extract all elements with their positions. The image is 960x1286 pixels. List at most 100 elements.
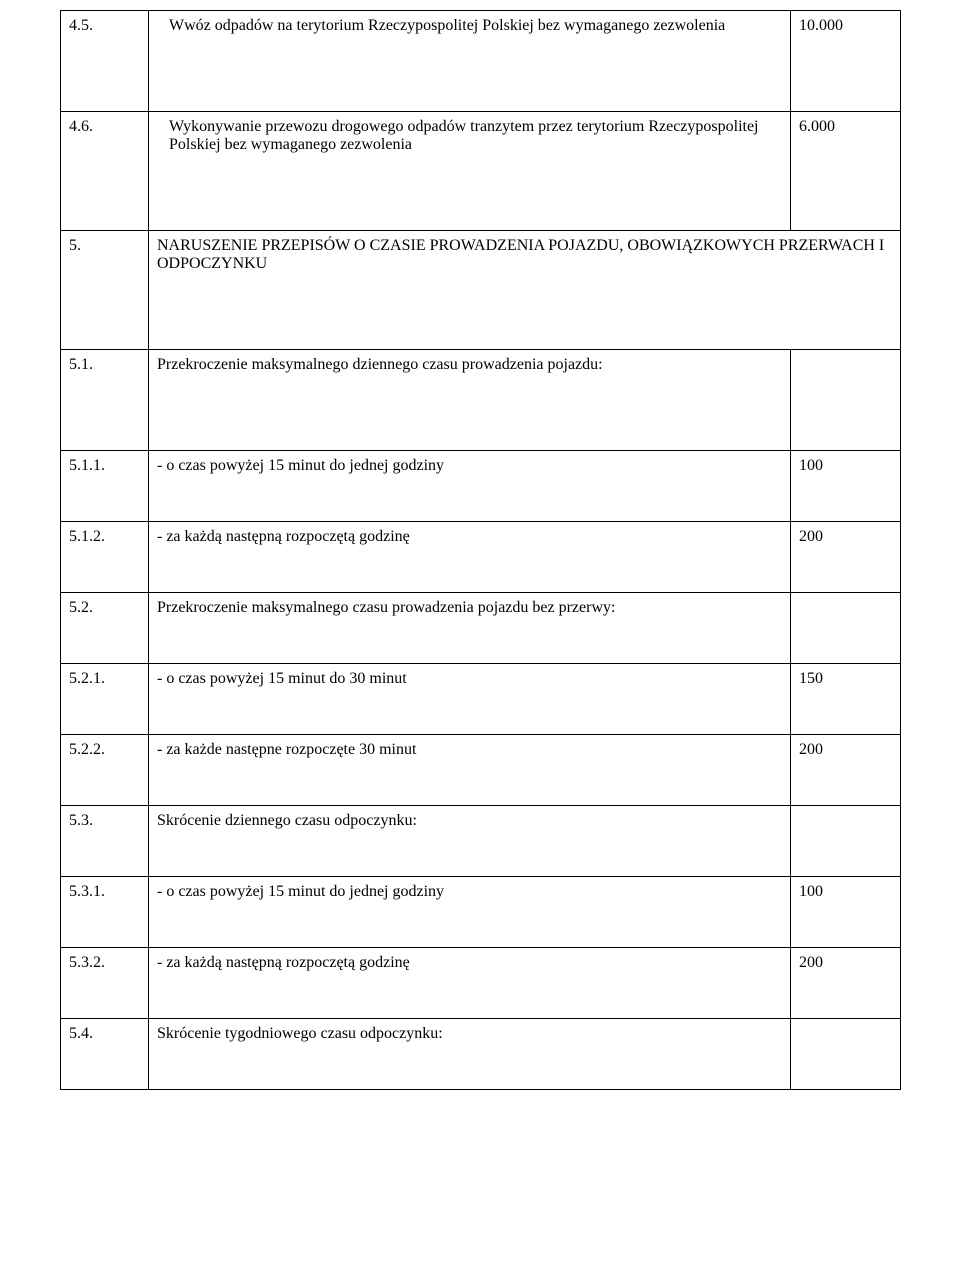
cell-value: [791, 350, 901, 451]
row-number: 5.1.2.: [69, 528, 105, 545]
row-value: 10.000: [799, 17, 843, 34]
row-description: - o czas powyżej 15 minut do jednej godz…: [157, 883, 444, 900]
table-row: 5.2.2. - za każde następne rozpoczęte 30 …: [61, 735, 901, 806]
cell-value: [791, 1019, 901, 1090]
cell-description: Skrócenie tygodniowego czasu odpoczynku:: [149, 1019, 791, 1090]
table-section-5-header: 5. NARUSZENIE PRZEPISÓW O CZASIE PROWADZ…: [60, 230, 901, 350]
cell-value: 200: [791, 735, 901, 806]
row-description: Wwóz odpadów na terytorium Rzeczypospoli…: [157, 17, 725, 35]
row-number: 4.5.: [69, 17, 93, 34]
row-description: Wykonywanie przewozu drogowego odpadów t…: [157, 118, 782, 154]
cell-number: 5.1.: [61, 350, 149, 451]
row-spacer: [157, 546, 782, 586]
table-row: 5.2. Przekroczenie maksymalnego czasu pro…: [61, 593, 901, 664]
row-spacer: [157, 475, 782, 515]
row-value: 200: [799, 954, 823, 971]
cell-description: Wwóz odpadów na terytorium Rzeczypospoli…: [149, 11, 791, 112]
row-description: NARUSZENIE PRZEPISÓW O CZASIE PROWADZENI…: [157, 237, 884, 272]
row-number: 5.3.: [69, 812, 93, 829]
row-value: 100: [799, 883, 823, 900]
row-spacer: [157, 154, 782, 224]
cell-number: 5.: [61, 231, 149, 350]
row-spacer: [157, 759, 782, 799]
row-spacer: [157, 35, 782, 105]
table-section-5: 5.1. Przekroczenie maksymalnego dziennego…: [60, 349, 901, 1090]
row-spacer: [157, 901, 782, 941]
cell-number: 5.3.2.: [61, 948, 149, 1019]
row-description: Przekroczenie maksymalnego czasu prowadz…: [157, 599, 615, 616]
row-spacer: [157, 688, 782, 728]
row-number: 5.3.2.: [69, 954, 105, 971]
table-row: 5.1.2. - za każdą następną rozpoczętą god…: [61, 522, 901, 593]
cell-number: 5.2.: [61, 593, 149, 664]
cell-value: 100: [791, 451, 901, 522]
row-description: - za każdą następną rozpoczętą godzinę: [157, 528, 410, 545]
table-row: 5.1. Przekroczenie maksymalnego dziennego…: [61, 350, 901, 451]
row-description: Skrócenie tygodniowego czasu odpoczynku:: [157, 1025, 443, 1042]
row-number: 5.: [69, 237, 81, 254]
row-description: - za każde następne rozpoczęte 30 minut: [157, 741, 416, 758]
row-value: 200: [799, 528, 823, 545]
cell-description: Skrócenie dziennego czasu odpoczynku:: [149, 806, 791, 877]
row-number: 4.6.: [69, 118, 93, 135]
row-value: 6.000: [799, 118, 835, 135]
row-description: - za każdą następną rozpoczętą godzinę: [157, 954, 410, 971]
row-description: - o czas powyżej 15 minut do 30 minut: [157, 670, 407, 687]
table-row: 4.6. Wykonywanie przewozu drogowego odpa…: [61, 112, 901, 231]
cell-number: 5.1.1.: [61, 451, 149, 522]
row-number: 5.1.1.: [69, 457, 105, 474]
cell-number: 5.2.2.: [61, 735, 149, 806]
cell-description: - za każdą następną rozpoczętą godzinę: [149, 948, 791, 1019]
cell-description: - za każdą następną rozpoczętą godzinę: [149, 522, 791, 593]
row-description: Skrócenie dziennego czasu odpoczynku:: [157, 812, 417, 829]
cell-description: Wykonywanie przewozu drogowego odpadów t…: [149, 112, 791, 231]
row-description: - o czas powyżej 15 minut do jednej godz…: [157, 457, 444, 474]
row-number: 5.3.1.: [69, 883, 105, 900]
table-row: 5.3. Skrócenie dziennego czasu odpoczynku…: [61, 806, 901, 877]
table-row: 5. NARUSZENIE PRZEPISÓW O CZASIE PROWADZ…: [61, 231, 901, 350]
cell-number: 5.2.1.: [61, 664, 149, 735]
cell-number: 5.3.: [61, 806, 149, 877]
row-spacer: [157, 374, 782, 444]
cell-description: - o czas powyżej 15 minut do jednej godz…: [149, 451, 791, 522]
table-section-4: 4.5. Wwóz odpadów na terytorium Rzeczypo…: [60, 10, 901, 231]
cell-value: 200: [791, 948, 901, 1019]
table-row: 5.3.1. - o czas powyżej 15 minut do jedne…: [61, 877, 901, 948]
row-spacer: [157, 617, 782, 657]
cell-number: 5.3.1.: [61, 877, 149, 948]
row-spacer: [157, 1043, 782, 1083]
row-value: 200: [799, 741, 823, 758]
cell-number: 4.5.: [61, 11, 149, 112]
page: 4.5. Wwóz odpadów na terytorium Rzeczypo…: [0, 0, 960, 1130]
cell-value: 100: [791, 877, 901, 948]
table-row: 5.1.1. - o czas powyżej 15 minut do jedne…: [61, 451, 901, 522]
cell-value: [791, 806, 901, 877]
row-number: 5.2.: [69, 599, 93, 616]
cell-description: Przekroczenie maksymalnego dziennego cza…: [149, 350, 791, 451]
cell-number: 4.6.: [61, 112, 149, 231]
cell-value: 10.000: [791, 11, 901, 112]
row-number: 5.2.1.: [69, 670, 105, 687]
cell-description: - o czas powyżej 15 minut do 30 minut: [149, 664, 791, 735]
table-row: 5.2.1. - o czas powyżej 15 minut do 30 mi…: [61, 664, 901, 735]
row-spacer: [157, 972, 782, 1012]
table-row: 4.5. Wwóz odpadów na terytorium Rzeczypo…: [61, 11, 901, 112]
cell-value: 6.000: [791, 112, 901, 231]
cell-number: 5.1.2.: [61, 522, 149, 593]
row-value: 150: [799, 670, 823, 687]
table-row: 5.3.2. - za każdą następną rozpoczętą god…: [61, 948, 901, 1019]
cell-description: - za każde następne rozpoczęte 30 minut: [149, 735, 791, 806]
row-spacer: [157, 830, 782, 870]
cell-value: 150: [791, 664, 901, 735]
cell-description: Przekroczenie maksymalnego czasu prowadz…: [149, 593, 791, 664]
table-row: 5.4. Skrócenie tygodniowego czasu odpoczy…: [61, 1019, 901, 1090]
row-description: Przekroczenie maksymalnego dziennego cza…: [157, 356, 603, 373]
row-number: 5.1.: [69, 356, 93, 373]
row-spacer: [157, 273, 892, 343]
cell-value: 200: [791, 522, 901, 593]
row-number: 5.2.2.: [69, 741, 105, 758]
cell-value: [791, 593, 901, 664]
cell-number: 5.4.: [61, 1019, 149, 1090]
cell-description: NARUSZENIE PRZEPISÓW O CZASIE PROWADZENI…: [149, 231, 901, 350]
row-value: 100: [799, 457, 823, 474]
